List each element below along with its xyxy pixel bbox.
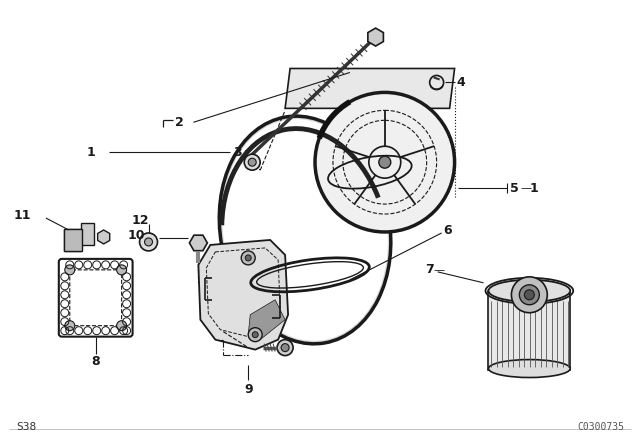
Polygon shape <box>368 28 383 46</box>
Circle shape <box>379 156 391 168</box>
Bar <box>64 229 82 251</box>
Ellipse shape <box>220 116 391 344</box>
Ellipse shape <box>488 280 570 302</box>
Circle shape <box>315 92 454 232</box>
Circle shape <box>524 290 534 300</box>
Text: 12: 12 <box>132 214 149 227</box>
Circle shape <box>520 285 540 305</box>
Text: 4: 4 <box>456 76 465 89</box>
Ellipse shape <box>222 119 388 341</box>
Circle shape <box>145 238 152 246</box>
Text: —: — <box>520 183 531 193</box>
Circle shape <box>241 251 255 265</box>
Text: 8: 8 <box>92 355 100 368</box>
Polygon shape <box>285 69 454 108</box>
Text: C0300735: C0300735 <box>577 422 624 432</box>
Text: 2: 2 <box>175 116 184 129</box>
Polygon shape <box>64 223 93 251</box>
Text: 3: 3 <box>233 146 242 159</box>
Circle shape <box>116 265 127 275</box>
Circle shape <box>277 340 293 356</box>
Polygon shape <box>98 230 109 244</box>
Text: 1: 1 <box>87 146 96 159</box>
Circle shape <box>245 255 252 261</box>
Circle shape <box>248 158 256 166</box>
Text: 1: 1 <box>529 181 538 194</box>
Text: 5: 5 <box>511 181 519 194</box>
Circle shape <box>511 277 547 313</box>
Circle shape <box>140 233 157 251</box>
Text: 7: 7 <box>425 263 433 276</box>
Circle shape <box>248 327 262 342</box>
Text: 11: 11 <box>13 208 31 221</box>
Ellipse shape <box>488 360 570 378</box>
Circle shape <box>116 321 127 331</box>
Bar <box>488 291 570 370</box>
Polygon shape <box>248 300 285 340</box>
Circle shape <box>281 344 289 352</box>
Circle shape <box>244 154 260 170</box>
Text: —: — <box>434 265 445 275</box>
Circle shape <box>252 332 258 338</box>
Circle shape <box>65 265 75 275</box>
Text: 6: 6 <box>444 224 452 237</box>
Polygon shape <box>189 235 207 251</box>
Text: S38: S38 <box>16 422 36 432</box>
Text: 9: 9 <box>244 383 253 396</box>
Text: 10: 10 <box>128 229 145 242</box>
Circle shape <box>65 321 75 331</box>
Polygon shape <box>198 240 288 349</box>
